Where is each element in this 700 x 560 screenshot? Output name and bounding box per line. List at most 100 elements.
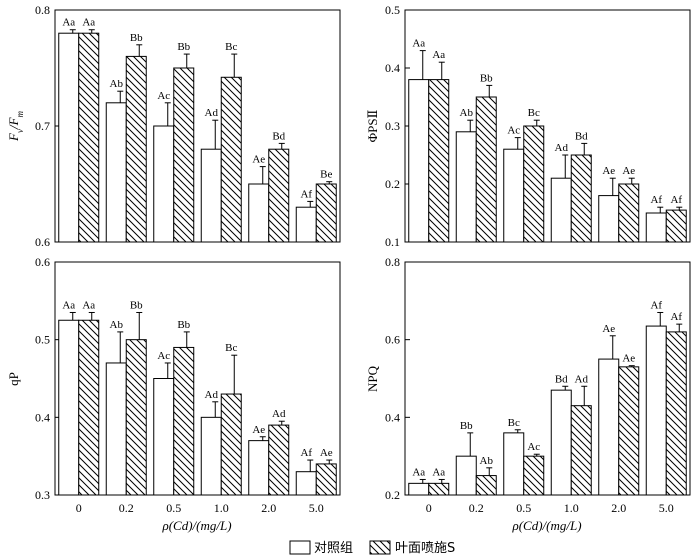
y-tick-label: 0.4: [385, 410, 400, 424]
bar-significance-label: Af: [670, 311, 682, 323]
x-tick-label: 0.2: [469, 501, 484, 515]
bar-significance-label: Ae: [252, 154, 265, 166]
bar-sulfur: [523, 455, 545, 496]
bar-significance-label: Ad: [575, 373, 589, 385]
legend-swatch-hatched: [369, 540, 391, 555]
y-tick-label: 0.1: [385, 235, 400, 249]
plot-frame: [404, 261, 691, 496]
bar-significance-label: Bb: [130, 299, 143, 311]
y-ticks: 0.2 0.4 0.6 0.8: [385, 255, 410, 502]
bar-control: [153, 125, 175, 243]
bar-control: [153, 378, 175, 496]
bar-significance-label: Bb: [177, 41, 190, 53]
bars: Aa Aa Ab Bb Ac Bb Ad Bc Ae Ad Af Ae: [58, 299, 337, 496]
bar-significance-label: Bc: [508, 417, 520, 429]
bar-significance-label: Ae: [320, 447, 333, 459]
bar-control: [408, 482, 430, 496]
bar-significance-label: Bc: [225, 342, 237, 354]
bar-significance-label: Bd: [575, 130, 588, 142]
bar-significance-label: Aa: [62, 17, 75, 29]
bar-significance-label: Bd: [555, 373, 568, 385]
bar-control: [550, 177, 572, 243]
plot-frame: [54, 261, 341, 496]
chart-qp: qP 0.3 0.4 0.5 0.6 0 0.2 0.5 1.0 2.0 5.0 ρ(Cd)/(…: [6, 255, 341, 533]
bar-control: [58, 319, 80, 496]
bar-sulfur: [268, 148, 290, 243]
x-axis-label: ρ(Cd)/(mg/L): [511, 518, 581, 533]
bar-sulfur: [618, 366, 640, 496]
bar-control: [455, 131, 477, 243]
bar-control: [58, 32, 80, 243]
bar-sulfur: [315, 183, 337, 243]
bar-significance-label: Aa: [412, 38, 425, 50]
bar-control: [248, 183, 270, 243]
bar-control: [550, 389, 572, 496]
legend-label-control: 对照组: [314, 541, 353, 556]
bar-sulfur: [125, 339, 147, 496]
bar-control: [105, 362, 127, 496]
y-tick-label: 0.2: [385, 177, 400, 191]
bar-sulfur: [78, 319, 100, 496]
bar-significance-label: Bb: [460, 420, 473, 432]
bar-sulfur: [220, 393, 242, 496]
x-axis-label: ρ(Cd)/(mg/L): [161, 518, 231, 533]
bar-significance-label: Aa: [82, 299, 95, 311]
x-ticks: 0 0.2 0.5 1.0 2.0 5.0: [76, 501, 324, 515]
bar-control: [295, 206, 317, 243]
bars: Aa Aa Bb Ab Bc Ac Bd Ad Ae Ae Af Af: [408, 299, 687, 496]
bar-significance-label: Ab: [480, 455, 494, 467]
bar-significance-label: Ae: [602, 323, 615, 335]
bar-significance-label: Af: [670, 194, 682, 206]
bar-significance-label: Ac: [157, 90, 170, 102]
bar-significance-label: Bd: [272, 130, 285, 142]
bar-sulfur: [523, 125, 545, 243]
bars: Aa Aa Ab Bb Ac Bc Ad Bd Ae Ae Af Af: [408, 38, 687, 243]
bar-significance-label: Bb: [480, 72, 493, 84]
bar-significance-label: Af: [650, 194, 662, 206]
bar-control: [645, 212, 667, 243]
x-tick-label: 2.0: [261, 501, 276, 515]
y-tick-label: 0.8: [385, 255, 400, 269]
bar-significance-label: Ae: [622, 165, 635, 177]
bar-sulfur: [475, 475, 497, 496]
bar-significance-label: Ad: [555, 142, 569, 154]
x-tick-label: 2.0: [611, 501, 626, 515]
legend: 对照组 叶面喷施S: [289, 540, 455, 556]
y-axis-label: Fv/Fm: [6, 110, 25, 142]
bar-sulfur: [570, 154, 592, 243]
bar-sulfur: [428, 79, 450, 243]
bar-significance-label: Aa: [432, 466, 445, 478]
bar-sulfur: [665, 331, 687, 496]
chart-npq: NPQ 0.2 0.4 0.6 0.8 0 0.2 0.5 1.0 2.0 5.0 ρ(Cd)/…: [365, 255, 691, 533]
bar-significance-label: Ab: [460, 107, 474, 119]
y-tick-label: 0.4: [35, 410, 50, 424]
x-tick-label: 1.0: [564, 501, 579, 515]
bar-significance-label: Aa: [62, 299, 75, 311]
y-tick-label: 0.6: [35, 255, 50, 269]
legend-item-control: 对照组: [289, 540, 353, 556]
bar-sulfur: [315, 463, 337, 496]
y-axis-label: NPQ: [365, 365, 380, 392]
legend-item-sulfur: 叶面喷施S: [369, 540, 455, 556]
bar-sulfur: [428, 482, 450, 496]
bar-control: [200, 416, 222, 496]
y-tick-label: 0.3: [385, 119, 400, 133]
y-tick-label: 0.6: [35, 235, 50, 249]
legend-label-sulfur: 叶面喷施S: [395, 541, 455, 556]
bar-significance-label: Be: [320, 169, 332, 181]
bar-significance-label: Ad: [205, 389, 219, 401]
bar-sulfur: [665, 209, 687, 243]
bar-control: [295, 471, 317, 496]
bar-control: [503, 432, 525, 496]
bar-significance-label: Ac: [527, 441, 540, 453]
bar-significance-label: Bb: [177, 319, 190, 331]
x-ticks: 0 0.2 0.5 1.0 2.0 5.0: [426, 501, 674, 515]
bar-sulfur: [173, 346, 195, 496]
bar-significance-label: Ae: [602, 165, 615, 177]
bar-sulfur: [570, 405, 592, 496]
bar-sulfur: [618, 183, 640, 243]
bar-sulfur: [475, 96, 497, 243]
bar-significance-label: Ab: [110, 78, 124, 90]
